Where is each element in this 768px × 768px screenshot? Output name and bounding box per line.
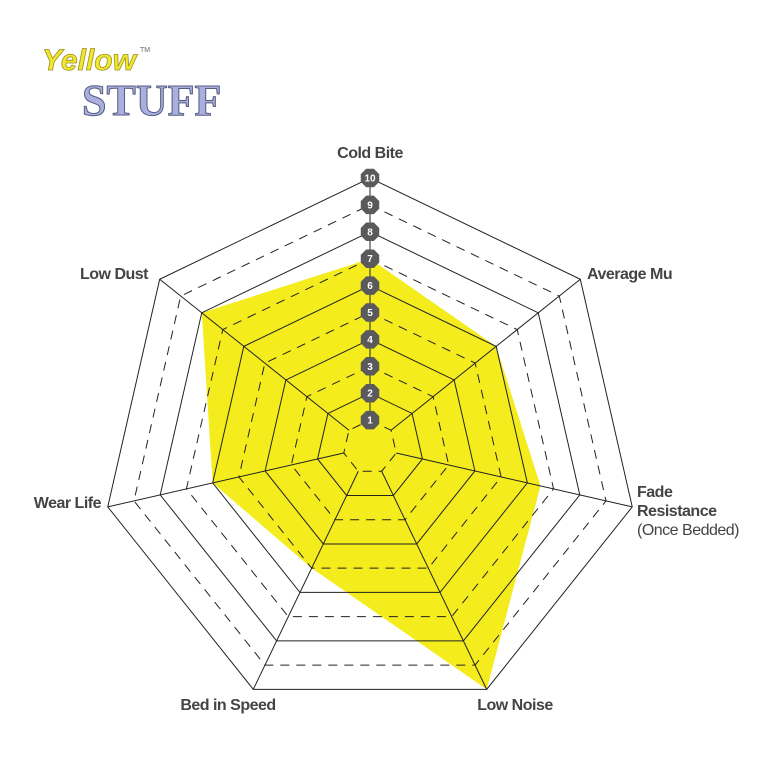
logo-line2: STUFF	[82, 76, 221, 125]
scale-badge	[360, 195, 380, 215]
logo-tm: TM	[140, 47, 150, 54]
scale-tick-label: 6	[367, 281, 373, 292]
scale-tick-label: 7	[367, 254, 373, 265]
grid-ring-10	[107, 177, 633, 690]
scale-badge	[360, 249, 380, 268]
grid-ring-8	[159, 231, 581, 642]
grid-ring-4	[264, 338, 476, 545]
axis-label-fade-line2: Resistance	[637, 503, 717, 520]
scale-badge	[360, 276, 380, 295]
grid-spoke	[396, 452, 633, 508]
grid-ring-5	[238, 311, 502, 569]
scale-tick-label: 3	[367, 362, 373, 373]
scale-badge	[360, 357, 380, 376]
axis-label-fade-sub: (Once Bedded)	[637, 522, 739, 539]
scale-tick-label: 9	[367, 200, 373, 211]
scale-tick-label: 1	[367, 416, 373, 427]
grid-spoke	[107, 452, 344, 508]
data-area	[201, 258, 541, 690]
scale-badge	[360, 303, 380, 322]
scale-tick-label: 4	[367, 335, 373, 346]
scale-tick-label: 2	[367, 389, 373, 400]
scale-badge	[360, 383, 380, 403]
axis-label-fade: Fade	[637, 484, 673, 501]
grid-ring-1	[343, 419, 397, 472]
grid-ring-2	[317, 392, 423, 496]
axis-label-low-dust: Low Dust	[80, 266, 149, 283]
scale-tick-label: 8	[367, 227, 373, 238]
axis-label-bed-in-speed: Bed in Speed	[180, 697, 275, 714]
axis-label-average-mu: Average Mu	[587, 266, 672, 283]
scale-tick-label: 5	[367, 308, 373, 319]
grid-ring-6	[212, 285, 528, 593]
grid-ring-9	[133, 204, 607, 666]
axis-label-wear-life: Wear Life	[34, 495, 102, 512]
scale-tick-label: 10	[364, 174, 376, 185]
scale-badge	[360, 330, 380, 349]
grid-spoke	[159, 278, 350, 431]
scale-badge	[360, 410, 380, 430]
grid-spoke	[381, 471, 488, 690]
axis-label-low-noise: Low Noise	[477, 697, 553, 714]
scale-badge	[360, 222, 380, 242]
axis-label-cold-bite: Cold Bite	[337, 145, 403, 162]
grid-spoke	[390, 278, 581, 431]
logo-line1: Yellow	[42, 44, 138, 77]
scale-badge	[360, 168, 380, 188]
grid-spoke	[252, 471, 359, 690]
grid-ring-3	[290, 365, 450, 521]
logo: Yellow TM STUFF	[42, 44, 222, 126]
